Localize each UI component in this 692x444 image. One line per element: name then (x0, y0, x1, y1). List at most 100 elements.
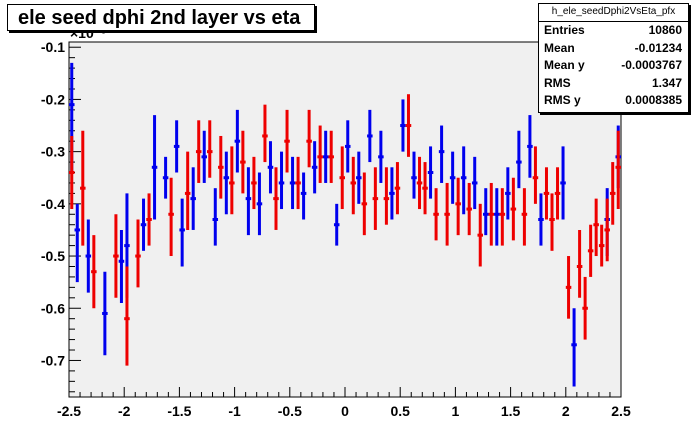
blue-data-point (118, 229, 125, 304)
red-data-point (416, 156, 423, 210)
chart-title-box: ele seed dphi 2nd layer vs eta (7, 4, 315, 31)
tick-labels: -2.5 -2 -1.5 -1 -0.5 0 0.5 1 1.5 2 2.5 -0.7 -0.6 -0.5… (41, 39, 631, 419)
red-data-point (124, 266, 130, 366)
blue-data-point (400, 99, 406, 152)
red-data-point (240, 130, 246, 194)
red-data-point (444, 182, 450, 246)
blue-data-point (505, 167, 511, 220)
x-tick-label: 1 (452, 403, 460, 419)
red-data-point (350, 156, 357, 215)
blue-data-point (471, 156, 478, 210)
red-data-point (113, 214, 119, 298)
blue-data-point (179, 198, 185, 267)
blue-data-point (234, 109, 241, 173)
blue-data-point (201, 130, 207, 183)
red-data-point (532, 146, 539, 204)
blue-data-point (571, 308, 577, 387)
y-tick-label: -0.2 (41, 91, 65, 107)
red-data-point (521, 188, 528, 246)
red-data-point (554, 167, 561, 220)
x-tick-label: -1 (228, 403, 241, 419)
stats-row-entries: Entries 10860 (539, 22, 688, 40)
blue-data-point (356, 151, 362, 204)
red-data-point (339, 146, 345, 210)
blue-data-point (560, 146, 566, 220)
blue-data-point (289, 156, 296, 210)
x-tick-label: -2.5 (57, 403, 81, 419)
red-data-point (383, 167, 390, 225)
blue-data-point (267, 141, 274, 194)
stats-row-rms: RMS 1.347 (539, 75, 688, 93)
blue-data-point (278, 151, 285, 210)
red-data-point (609, 162, 616, 225)
blue-data-point (311, 141, 318, 194)
blue-data-point (190, 167, 196, 230)
x-tick-label: -1.5 (167, 403, 191, 419)
red-data-point (488, 182, 495, 246)
blue-data-point (333, 203, 340, 246)
red-data-point (91, 235, 97, 309)
red-data-point (273, 167, 279, 230)
red-data-point (615, 130, 621, 210)
x-tick-label: 1.5 (501, 403, 521, 419)
stats-label: Entries (544, 23, 585, 37)
red-data-point (433, 188, 439, 241)
red-data-point (262, 104, 268, 163)
x-tick-label: 0 (341, 403, 349, 419)
red-data-point (593, 198, 599, 257)
red-data-point (394, 162, 401, 215)
stats-row-rms-y: RMS y 0.0008385 (539, 92, 688, 110)
y-tick-label: -0.6 (41, 300, 65, 316)
red-data-point (284, 109, 290, 173)
blue-data-point (483, 188, 489, 236)
blue-data-point (449, 151, 456, 204)
blue-data-point (378, 130, 384, 183)
blue-data-point (494, 188, 500, 246)
plot-frame (68, 41, 622, 398)
blue-data-point (212, 188, 219, 246)
red-data-point (372, 167, 379, 230)
data-points (69, 62, 621, 387)
red-data-point (455, 177, 461, 236)
y-tick-label: -0.4 (41, 196, 65, 212)
red-data-point (405, 94, 412, 157)
red-data-point (306, 109, 312, 168)
blue-data-point (74, 203, 81, 283)
red-data-point (361, 172, 368, 236)
blue-data-point (427, 146, 434, 199)
red-data-point (229, 146, 235, 215)
y-tick-label: -0.5 (41, 248, 65, 264)
y-tick-label: -0.1 (41, 39, 65, 55)
red-data-point (422, 162, 428, 215)
blue-data-point (140, 198, 147, 251)
chart-title: ele seed dphi 2nd layer vs eta (18, 7, 301, 29)
x-tick-label: 2 (562, 403, 570, 419)
red-data-point (184, 151, 191, 230)
blue-data-point (527, 115, 533, 178)
blue-data-point (460, 146, 467, 215)
blue-data-point (411, 151, 417, 199)
blue-data-point (538, 193, 544, 246)
y-tick-label: -0.3 (41, 144, 65, 160)
blue-data-point (223, 151, 230, 215)
blue-data-point (438, 125, 445, 183)
x-tick-label: -0.5 (278, 403, 302, 419)
blue-data-point (162, 156, 169, 199)
stats-label: RMS (544, 75, 571, 90)
red-data-point (582, 276, 588, 340)
red-data-point (549, 193, 555, 251)
red-data-point (168, 177, 174, 257)
x-tick-label: -2 (118, 403, 131, 419)
stats-value: 10860 (648, 23, 682, 37)
blue-data-point (345, 120, 351, 173)
stats-value: -0.0003767 (621, 58, 682, 73)
red-data-point (69, 135, 75, 210)
x-tick-label: 2.5 (611, 403, 631, 419)
red-data-point (328, 130, 334, 183)
red-data-point (604, 198, 610, 262)
stats-row-mean: Mean -0.01234 (539, 40, 688, 58)
stats-box: h_ele_seedDphi2VsEta_pfx Entries 10860 M… (538, 3, 689, 113)
red-data-point (466, 182, 472, 236)
red-data-point (80, 130, 86, 246)
blue-data-point (389, 167, 395, 220)
